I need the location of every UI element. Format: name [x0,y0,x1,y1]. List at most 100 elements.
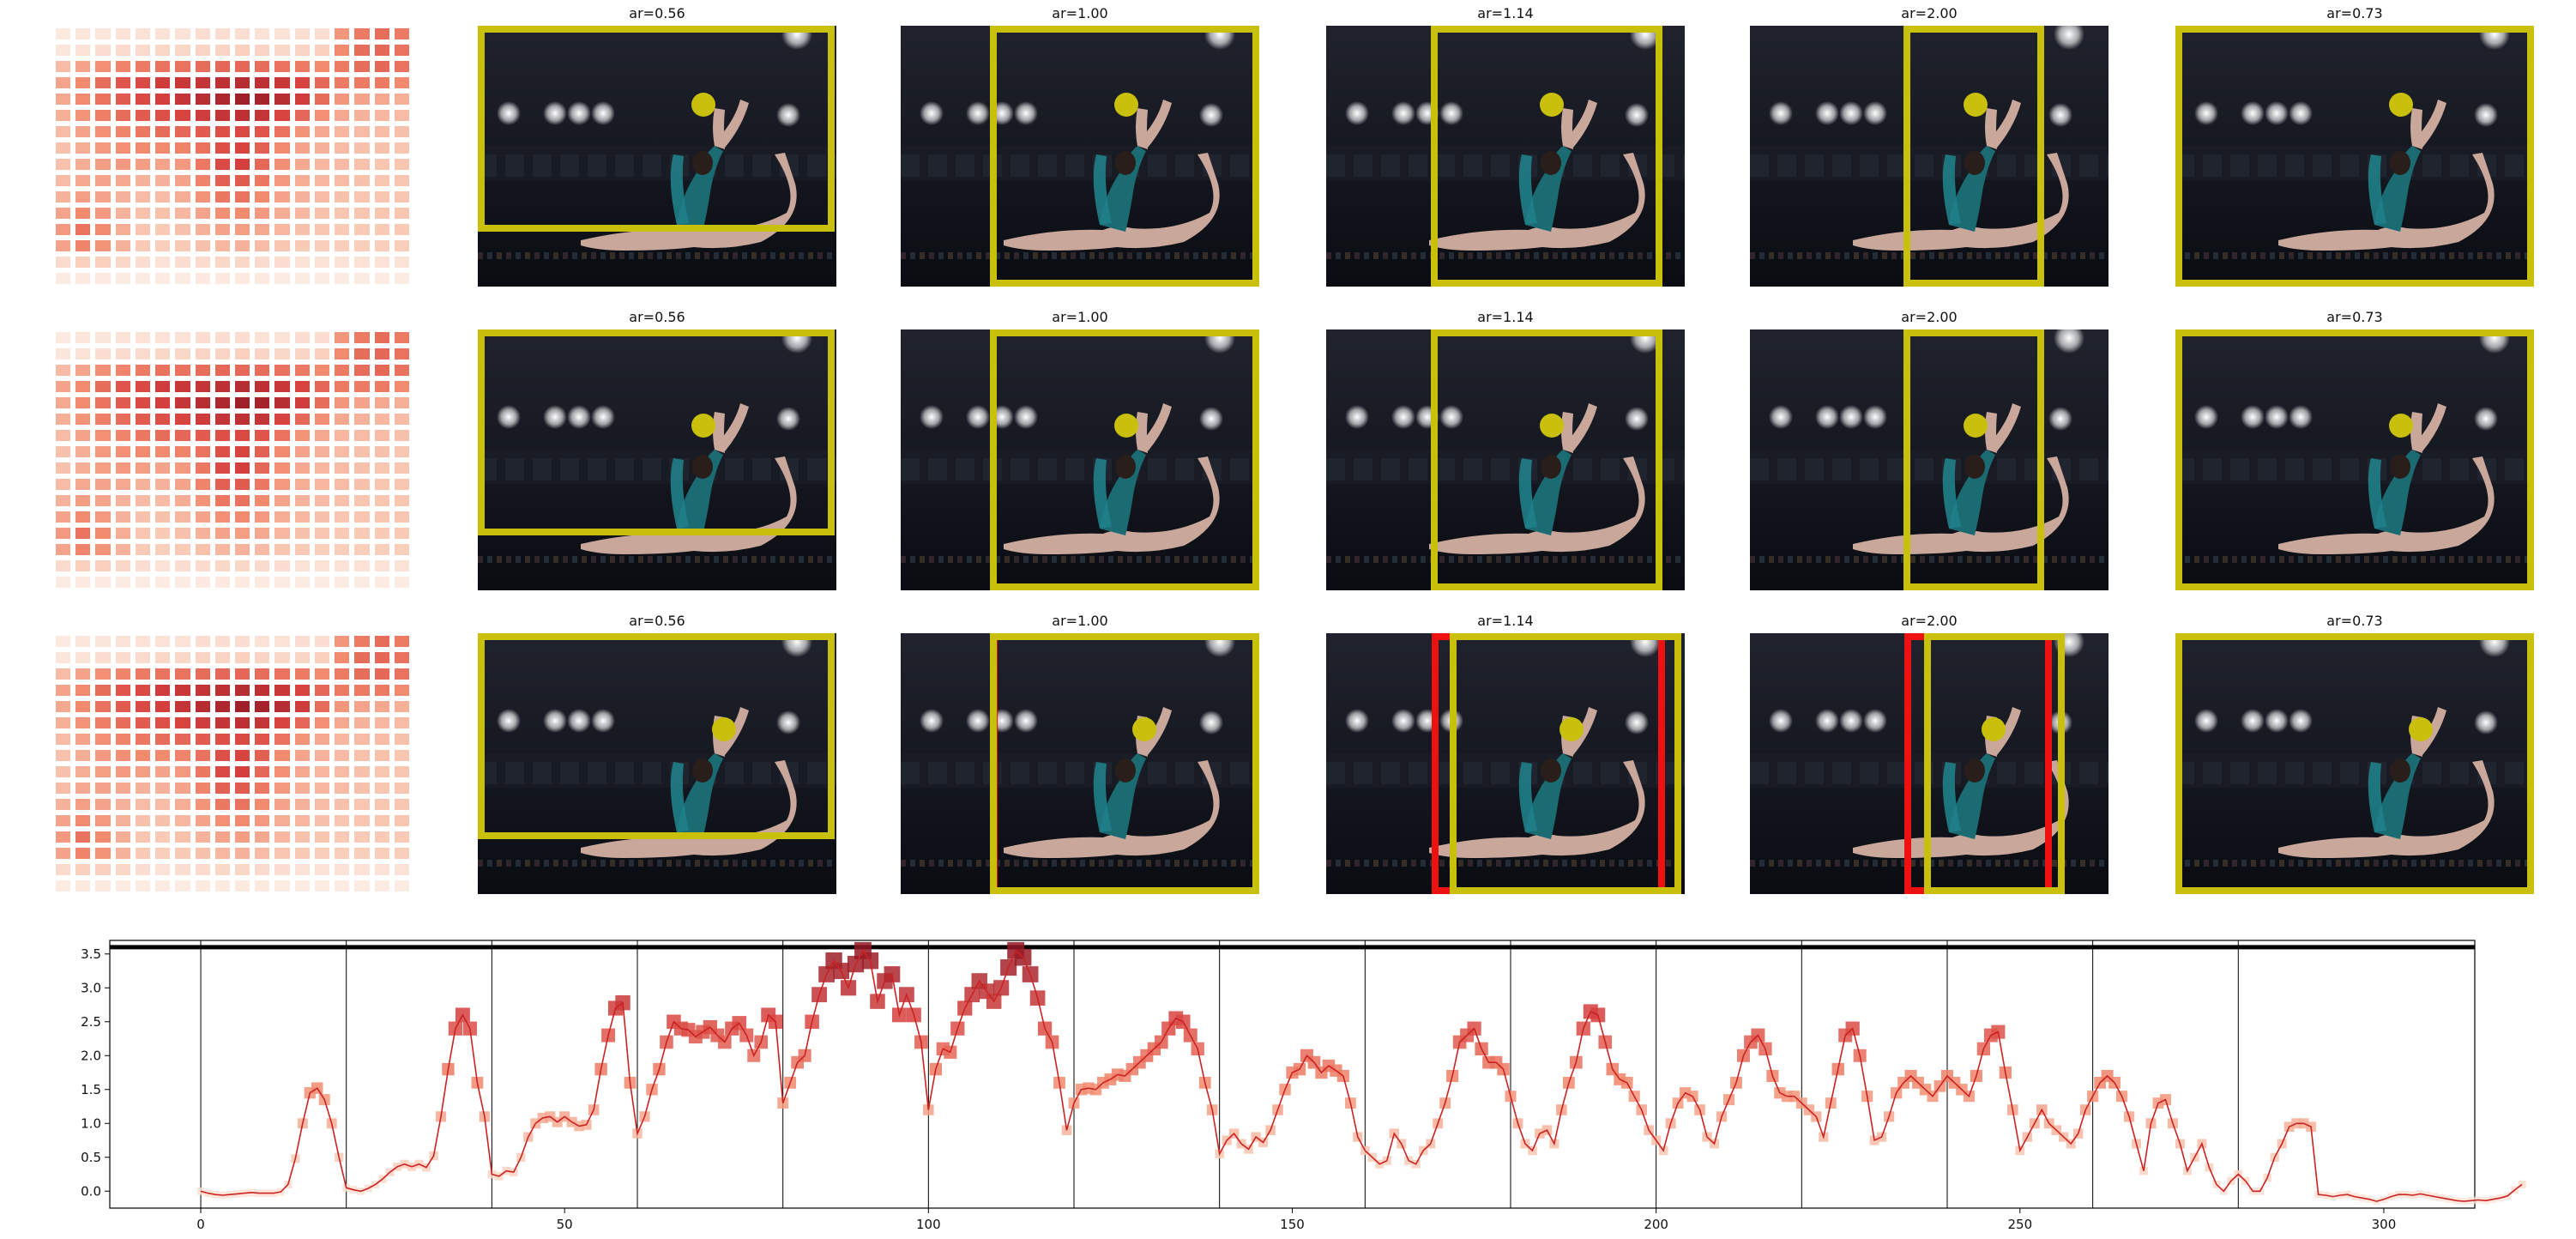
heatmap-cell [354,717,370,728]
photo-crop-panel [1750,26,2108,287]
heatmap-cell [394,848,409,859]
heatmap-cell [75,240,91,251]
heatmap-cell [374,815,389,826]
heatmap-cell [135,479,151,490]
heatmap-cell [374,28,389,39]
heatmap-cell [294,365,310,376]
heatmap-cell [394,257,409,268]
heatmap-cell [294,880,310,891]
heatmap-cell [314,864,330,875]
heatmap-cell [195,560,210,571]
panel-title: ar=1.00 [1052,613,1108,629]
heatmap-cell [294,636,310,647]
saliency-heatmap [53,329,412,590]
heatmap-cell [374,208,389,219]
heatmap-cell [95,273,111,284]
heatmap-cell [95,815,111,826]
heatmap-cell [255,734,270,745]
heatmap-cell [95,175,111,186]
heatmap-cell [195,668,210,680]
heatmap-cell [394,479,409,490]
heatmap-cell [274,848,290,859]
heatmap-cell [214,191,230,202]
heatmap-cell [394,701,409,712]
heatmap-cell [294,414,310,425]
crop-overlay [2175,26,2534,287]
heatmap-cell [314,257,330,268]
heatmap-cell [314,734,330,745]
heatmap-cell [255,446,270,457]
heatmap-cell [75,273,91,284]
heatmap-cell [294,273,310,284]
photo-crop-panel [1326,633,1685,894]
heatmap-cell [214,77,230,88]
heatmap-cell [314,717,330,728]
heatmap-cell [235,815,250,826]
heatmap-cell [195,479,210,490]
heatmap-cell [195,880,210,891]
heatmap-cell [214,175,230,186]
x-tick-label: 50 [557,1217,573,1232]
focus-point [1559,717,1584,741]
heatmap-cell [235,831,250,843]
heatmap-cell [255,28,270,39]
heatmap-cell [354,159,370,170]
heatmap-cell [75,175,91,186]
heatmap-cell [195,831,210,843]
heatmap-cell [214,45,230,56]
heatmap-cell [294,668,310,680]
heatmap-cell [56,544,71,555]
heatmap-cell [394,159,409,170]
crop-overlay [1431,26,1662,287]
heatmap-cell [235,462,250,474]
heatmap-cell [95,528,111,539]
photo-crop-panel [478,633,836,894]
heatmap-cell [115,224,130,235]
crop-box [1431,26,1662,287]
heatmap-cell [155,110,171,121]
heatmap-cell [235,766,250,777]
heatmap-cell [155,414,171,425]
heatmap-cell [294,864,310,875]
heatmap-cell [214,652,230,663]
heatmap-cell [56,273,71,284]
heatmap-cell [95,560,111,571]
heatmap-cell [314,273,330,284]
heatmap-cell [235,365,250,376]
heatmap-cell [255,414,270,425]
heatmap-cell [175,175,190,186]
gymnast-photo [901,329,1259,590]
heatmap-cell [95,381,111,392]
heatmap-cell [335,652,350,663]
heatmap-cell [354,528,370,539]
heatmap-cell [354,208,370,219]
heatmap-cell [255,365,270,376]
heatmap-cell [294,61,310,72]
heatmap-cell [374,577,389,588]
heatmap-cell [115,414,130,425]
heatmap-cell [115,479,130,490]
heatmap-cell [135,766,151,777]
heatmap-cell [155,240,171,251]
heatmap-cell [335,462,350,474]
heatmap-cell [75,397,91,408]
crop-overlay [990,633,1259,894]
heatmap-cell [255,766,270,777]
heatmap-cell [175,414,190,425]
heatmap-cell [155,430,171,441]
heatmap-cell [374,636,389,647]
heatmap-cell [314,430,330,441]
heatmap-cell [95,511,111,523]
heatmap-cell [394,332,409,343]
photo-crop-panel [901,329,1259,590]
heatmap-cell [294,257,310,268]
heatmap-cell [354,783,370,794]
heatmap-cell [135,175,151,186]
heatmap-cell [95,848,111,859]
heatmap-cell [115,717,130,728]
heatmap-cell [195,257,210,268]
heatmap-cell [255,142,270,154]
heatmap-cell [335,414,350,425]
heatmap-cell [135,430,151,441]
photo-crop-panel [2175,329,2534,590]
